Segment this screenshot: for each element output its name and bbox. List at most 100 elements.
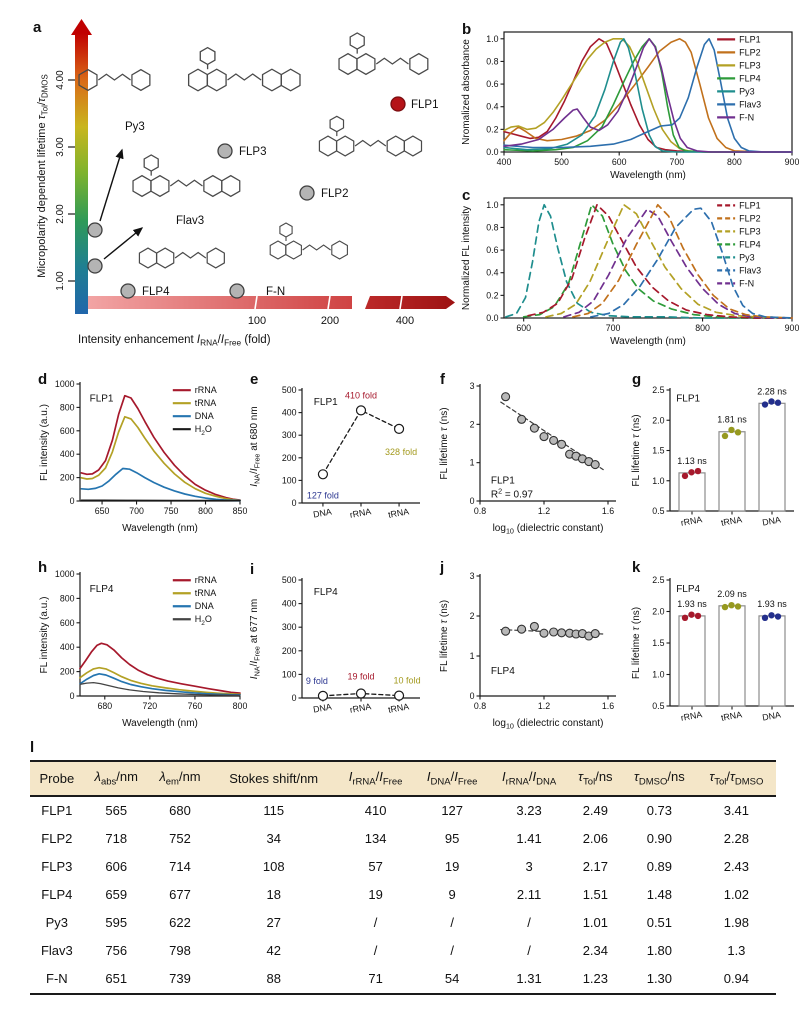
table-cell: 2.43 xyxy=(723,859,750,875)
structure-f-n xyxy=(269,222,348,260)
series-F-N xyxy=(503,38,793,153)
table-cell: / xyxy=(450,915,454,931)
svg-text:2.0: 2.0 xyxy=(652,607,664,617)
panel-i-flp4-fold-chart: DNA rRNA tRNA 0 100 200 300 400 500 INA/IFree at … xyxy=(249,575,421,715)
svg-text:FL lifetime τ (ns): FL lifetime τ (ns) xyxy=(631,414,642,486)
column-header: IrRNA/IDNA xyxy=(489,760,569,797)
svg-text:400: 400 xyxy=(60,449,75,459)
svg-text:DNA: DNA xyxy=(761,709,781,722)
svg-text:0.8: 0.8 xyxy=(486,56,498,66)
svg-text:tRNA: tRNA xyxy=(195,398,217,408)
table-row: Py3 595 622 27 / / / 1.01 0.51 1.98 xyxy=(30,909,776,937)
svg-text:680: 680 xyxy=(97,701,112,711)
svg-text:0: 0 xyxy=(470,691,475,701)
panel-label-i: i xyxy=(250,561,255,578)
table-cell: 714 xyxy=(169,859,191,875)
svg-text:400: 400 xyxy=(396,315,414,327)
svg-text:FLP1: FLP1 xyxy=(314,397,338,408)
panel-c-emission-chart: 600 700 800 900 0.0 0.2 0.4 0.6 0.8 1.0 Wavelength… xyxy=(461,197,800,347)
svg-text:328 fold: 328 fold xyxy=(385,447,417,457)
column-header: τTol/ns xyxy=(568,760,622,797)
svg-text:1.0: 1.0 xyxy=(652,670,664,680)
svg-text:2.5: 2.5 xyxy=(652,575,664,585)
svg-text:FLP2: FLP2 xyxy=(321,188,349,200)
table-cell: 0.51 xyxy=(646,915,673,931)
svg-text:DNA: DNA xyxy=(195,411,214,421)
column-header: λabs/nm xyxy=(83,760,149,797)
svg-text:900: 900 xyxy=(785,323,800,333)
svg-text:3: 3 xyxy=(470,571,475,581)
svg-text:1000: 1000 xyxy=(55,569,75,579)
svg-text:600: 600 xyxy=(60,618,75,628)
panel-label-d: d xyxy=(38,371,48,388)
legend: FLP1 FLP2 FLP3 FLP4 Py3 Flav3 F-N xyxy=(717,34,761,122)
svg-text:750: 750 xyxy=(164,506,179,516)
svg-text:400: 400 xyxy=(282,408,297,418)
table-cell: 2.11 xyxy=(516,887,542,903)
table-cell: 680 xyxy=(169,803,191,819)
table-cell: 95 xyxy=(444,831,460,847)
table-cell: 1.41 xyxy=(516,831,542,847)
bar-DNA: 1.93 ns xyxy=(757,599,787,707)
bar-tRNA: 1.81 ns xyxy=(717,415,747,512)
svg-text:Nromalized absorbance: Nromalized absorbance xyxy=(461,39,472,145)
table-cell: 2.28 xyxy=(723,831,750,847)
table-cell: FLP4 xyxy=(41,887,73,903)
table-cell: FLP3 xyxy=(41,859,73,875)
svg-text:FLP1: FLP1 xyxy=(411,99,439,111)
table-cell: 622 xyxy=(169,915,191,931)
svg-text:FLP1: FLP1 xyxy=(676,394,700,405)
svg-text:FLP4: FLP4 xyxy=(314,587,338,598)
column-header: Probe xyxy=(30,760,84,797)
svg-text:100: 100 xyxy=(282,475,297,485)
svg-text:log10 (dielectric constant): log10 (dielectric constant) xyxy=(493,718,604,731)
series-DNA xyxy=(79,672,241,696)
svg-text:1000: 1000 xyxy=(55,379,75,389)
svg-text:rRNA: rRNA xyxy=(195,575,217,585)
svg-text:FLP3: FLP3 xyxy=(739,226,761,236)
table-cell: 0.90 xyxy=(646,831,673,847)
table-cell: / xyxy=(373,915,378,931)
svg-text:FLP4: FLP4 xyxy=(739,239,761,249)
svg-text:0.2: 0.2 xyxy=(486,124,498,134)
svg-text:500: 500 xyxy=(282,575,297,585)
column-header: IrRNA/IFree xyxy=(336,760,415,797)
svg-text:500: 500 xyxy=(554,157,569,167)
svg-text:0.0: 0.0 xyxy=(486,147,498,157)
svg-text:0.6: 0.6 xyxy=(486,245,498,255)
panel-b-absorbance-chart: 400 500 600 700 800 900 0.0 0.2 0.4 0.6 0.8 1.0 Wave… xyxy=(461,31,799,181)
table-cell: 1.23 xyxy=(568,964,622,995)
svg-text:1.5: 1.5 xyxy=(652,446,664,456)
svg-text:FL lifetime τ (ns): FL lifetime τ (ns) xyxy=(439,407,450,479)
svg-text:INA/IFree at 680 nm: INA/IFree at 680 nm xyxy=(249,406,262,486)
svg-text:2: 2 xyxy=(470,419,475,429)
table-cell: 756 xyxy=(105,943,128,959)
series-Flav3 xyxy=(589,207,793,319)
table-cell: 2.34 xyxy=(582,943,609,959)
svg-text:0.4: 0.4 xyxy=(486,102,498,112)
column-header: Stokes shift/nm xyxy=(211,760,337,797)
svg-text:FLP4: FLP4 xyxy=(90,584,114,595)
svg-text:Normalized FL intensity: Normalized FL intensity xyxy=(461,206,472,310)
svg-text:Flav3: Flav3 xyxy=(739,265,761,275)
table-cell: / xyxy=(373,943,378,959)
table-cell: 739 xyxy=(148,964,212,995)
probe-dot-FLP3 xyxy=(217,143,233,159)
series-FLP2 xyxy=(503,38,793,153)
structure-flav3 xyxy=(132,154,241,198)
axes: DNA rRNA tRNA 0 100 200 300 400 500 xyxy=(282,575,420,715)
table-cell: 127 xyxy=(441,803,464,819)
axes: 680 720 760 800 0 200 400 600 800 1000 xyxy=(55,569,248,711)
panel-label-g: g xyxy=(632,371,642,388)
structure-flp3 xyxy=(187,46,301,92)
svg-text:700: 700 xyxy=(129,506,144,516)
table-cell: 1.98 xyxy=(723,915,750,931)
svg-text:800: 800 xyxy=(695,323,710,333)
svg-text:1.2: 1.2 xyxy=(538,701,550,711)
svg-text:10 fold: 10 fold xyxy=(394,676,421,686)
column-header: τDMSO/ns xyxy=(621,760,697,797)
series-fold xyxy=(317,405,405,480)
structure-flp4 xyxy=(138,247,225,269)
svg-text:0.8: 0.8 xyxy=(474,506,486,516)
panel-f-flp1-lifetime-chart: 0.8 1.2 1.6 0 1 2 3 log10 (dielectric constant)… xyxy=(439,381,616,536)
